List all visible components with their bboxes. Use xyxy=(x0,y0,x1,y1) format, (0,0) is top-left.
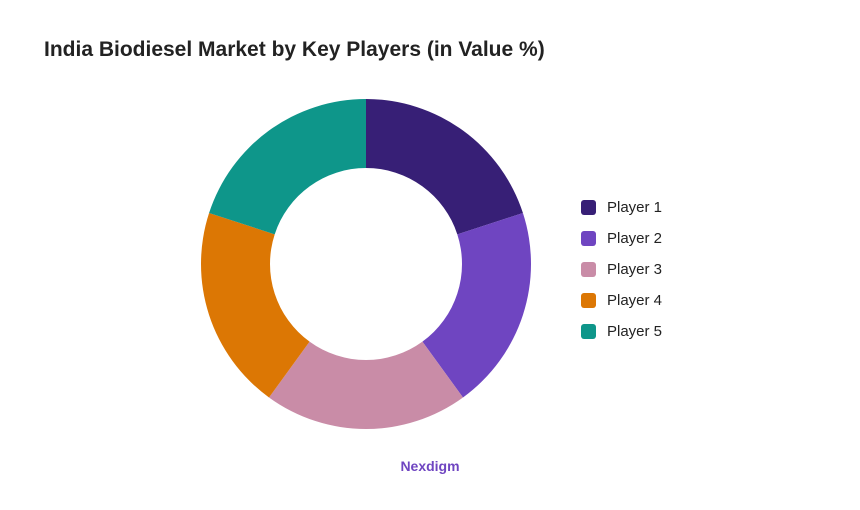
legend-swatch xyxy=(581,200,596,215)
donut-slice-4[interactable] xyxy=(201,213,310,398)
donut-slice-3[interactable] xyxy=(269,341,463,429)
donut-slice-2[interactable] xyxy=(422,213,531,398)
legend-item-5[interactable]: Player 5 xyxy=(581,316,662,347)
legend-item-3[interactable]: Player 3 xyxy=(581,254,662,285)
legend-swatch xyxy=(581,324,596,339)
legend-label: Player 2 xyxy=(607,230,663,247)
chart-title: India Biodiesel Market by Key Players (i… xyxy=(44,38,545,61)
legend-item-2[interactable]: Player 2 xyxy=(581,223,662,254)
legend-item-4[interactable]: Player 4 xyxy=(581,285,662,316)
legend-label: Player 4 xyxy=(607,292,663,309)
source-label: Nexdigm xyxy=(400,458,460,474)
legend-swatch xyxy=(581,293,596,308)
legend-item-1[interactable]: Player 1 xyxy=(581,192,662,223)
donut-slice-5[interactable] xyxy=(209,99,366,235)
legend-label: Player 3 xyxy=(607,261,663,278)
donut-slice-1[interactable] xyxy=(366,99,523,235)
legend-label: Player 5 xyxy=(607,323,663,340)
legend-swatch xyxy=(581,262,596,277)
legend-label: Player 1 xyxy=(607,199,663,216)
legend-swatch xyxy=(581,231,596,246)
chart-legend: Player 1 Player 2 Player 3 Player 4 Player 5 xyxy=(581,192,662,347)
